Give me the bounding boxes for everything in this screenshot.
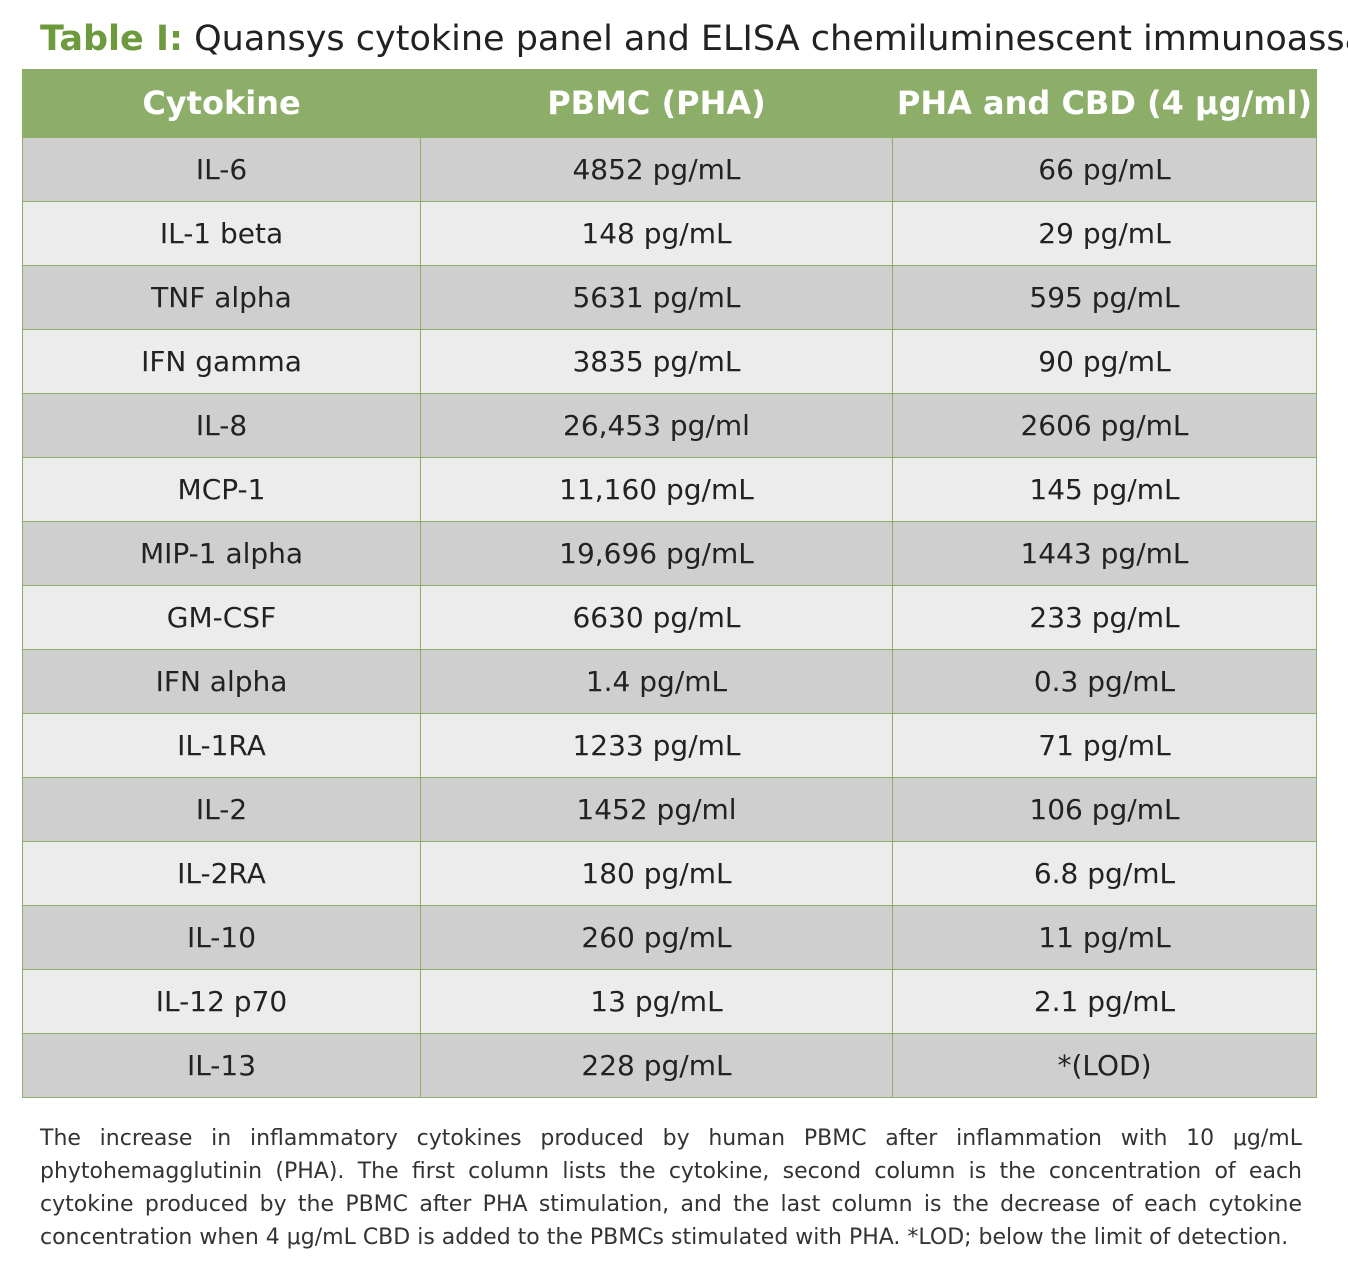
table-row: IL-13 228 pg/mL *(LOD) bbox=[22, 1033, 1317, 1098]
table-row: IL-8 26,453 pg/ml 2606 pg/mL bbox=[22, 393, 1317, 458]
cell-cytokine: IL-2 bbox=[22, 777, 421, 842]
cell-cytokine: IL-10 bbox=[22, 905, 421, 970]
header-pha-and-cbd: PHA and CBD (4 μg/ml) bbox=[892, 69, 1317, 138]
cell-cytokine: IL-1 beta bbox=[22, 201, 421, 266]
cell-pbmc-pha: 180 pg/mL bbox=[420, 841, 893, 906]
cell-cytokine: IL-6 bbox=[22, 137, 421, 202]
cell-pbmc-pha: 26,453 pg/ml bbox=[420, 393, 893, 458]
cell-pbmc-pha: 6630 pg/mL bbox=[420, 585, 893, 650]
table-row: MIP-1 alpha 19,696 pg/mL 1443 pg/mL bbox=[22, 521, 1317, 586]
cell-pha-and-cbd: 0.3 pg/mL bbox=[892, 649, 1317, 714]
cell-pbmc-pha: 11,160 pg/mL bbox=[420, 457, 893, 522]
cell-cytokine: IL-13 bbox=[22, 1033, 421, 1098]
cell-pbmc-pha: 1.4 pg/mL bbox=[420, 649, 893, 714]
cell-pha-and-cbd: *(LOD) bbox=[892, 1033, 1317, 1098]
table-row: IL-2RA 180 pg/mL 6.8 pg/mL bbox=[22, 841, 1317, 906]
cell-cytokine: GM-CSF bbox=[22, 585, 421, 650]
table-title-text: Quansys cytokine panel and ELISA chemilu… bbox=[182, 19, 1348, 59]
table-title: Table I: Quansys cytokine panel and ELIS… bbox=[40, 14, 1348, 64]
cell-cytokine: IFN gamma bbox=[22, 329, 421, 394]
cell-pbmc-pha: 1233 pg/mL bbox=[420, 713, 893, 778]
cell-cytokine: IL-8 bbox=[22, 393, 421, 458]
cell-cytokine: MIP-1 alpha bbox=[22, 521, 421, 586]
cell-pbmc-pha: 5631 pg/mL bbox=[420, 265, 893, 330]
cell-pha-and-cbd: 29 pg/mL bbox=[892, 201, 1317, 266]
cell-pbmc-pha: 4852 pg/mL bbox=[420, 137, 893, 202]
table-row: IL-10 260 pg/mL 11 pg/mL bbox=[22, 905, 1317, 970]
cell-pha-and-cbd: 11 pg/mL bbox=[892, 905, 1317, 970]
table-row: GM-CSF 6630 pg/mL 233 pg/mL bbox=[22, 585, 1317, 650]
cell-cytokine: IFN alpha bbox=[22, 649, 421, 714]
cell-pha-and-cbd: 145 pg/mL bbox=[892, 457, 1317, 522]
cell-pha-and-cbd: 71 pg/mL bbox=[892, 713, 1317, 778]
cell-pbmc-pha: 260 pg/mL bbox=[420, 905, 893, 970]
header-pbmc-pha: PBMC (PHA) bbox=[420, 69, 893, 138]
cell-cytokine: MCP-1 bbox=[22, 457, 421, 522]
cell-pha-and-cbd: 66 pg/mL bbox=[892, 137, 1317, 202]
table-header-row: Cytokine PBMC (PHA) PHA and CBD (4 μg/ml… bbox=[22, 69, 1317, 138]
table-row: IL-2 1452 pg/ml 106 pg/mL bbox=[22, 777, 1317, 842]
table-title-label: Table I: bbox=[40, 19, 183, 59]
cell-pha-and-cbd: 106 pg/mL bbox=[892, 777, 1317, 842]
cell-pha-and-cbd: 595 pg/mL bbox=[892, 265, 1317, 330]
cell-pbmc-pha: 13 pg/mL bbox=[420, 969, 893, 1034]
table-row: IL-1 beta 148 pg/mL 29 pg/mL bbox=[22, 201, 1317, 266]
cell-cytokine: IL-2RA bbox=[22, 841, 421, 906]
cell-pha-and-cbd: 1443 pg/mL bbox=[892, 521, 1317, 586]
cell-pbmc-pha: 19,696 pg/mL bbox=[420, 521, 893, 586]
cell-pha-and-cbd: 233 pg/mL bbox=[892, 585, 1317, 650]
table-row: TNF alpha 5631 pg/mL 595 pg/mL bbox=[22, 265, 1317, 330]
cell-cytokine: IL-12 p70 bbox=[22, 969, 421, 1034]
table-row: IL-1RA 1233 pg/mL 71 pg/mL bbox=[22, 713, 1317, 778]
cell-pha-and-cbd: 90 pg/mL bbox=[892, 329, 1317, 394]
table-caption: The increase in inflammatory cytokines p… bbox=[40, 1126, 1302, 1250]
cell-cytokine: IL-1RA bbox=[22, 713, 421, 778]
cell-pha-and-cbd: 2.1 pg/mL bbox=[892, 969, 1317, 1034]
cell-cytokine: TNF alpha bbox=[22, 265, 421, 330]
cell-pha-and-cbd: 2606 pg/mL bbox=[892, 393, 1317, 458]
header-cytokine: Cytokine bbox=[22, 69, 421, 138]
table-row: IFN gamma 3835 pg/mL 90 pg/mL bbox=[22, 329, 1317, 394]
cell-pbmc-pha: 1452 pg/ml bbox=[420, 777, 893, 842]
cell-pbmc-pha: 148 pg/mL bbox=[420, 201, 893, 266]
table-row: MCP-1 11,160 pg/mL 145 pg/mL bbox=[22, 457, 1317, 522]
table-row: IL-6 4852 pg/mL 66 pg/mL bbox=[22, 137, 1317, 202]
cell-pha-and-cbd: 6.8 pg/mL bbox=[892, 841, 1317, 906]
table-row: IFN alpha 1.4 pg/mL 0.3 pg/mL bbox=[22, 649, 1317, 714]
table-row: IL-12 p70 13 pg/mL 2.1 pg/mL bbox=[22, 969, 1317, 1034]
cell-pbmc-pha: 228 pg/mL bbox=[420, 1033, 893, 1098]
cell-pbmc-pha: 3835 pg/mL bbox=[420, 329, 893, 394]
cytokine-table: Cytokine PBMC (PHA) PHA and CBD (4 μg/ml… bbox=[22, 69, 1317, 1098]
